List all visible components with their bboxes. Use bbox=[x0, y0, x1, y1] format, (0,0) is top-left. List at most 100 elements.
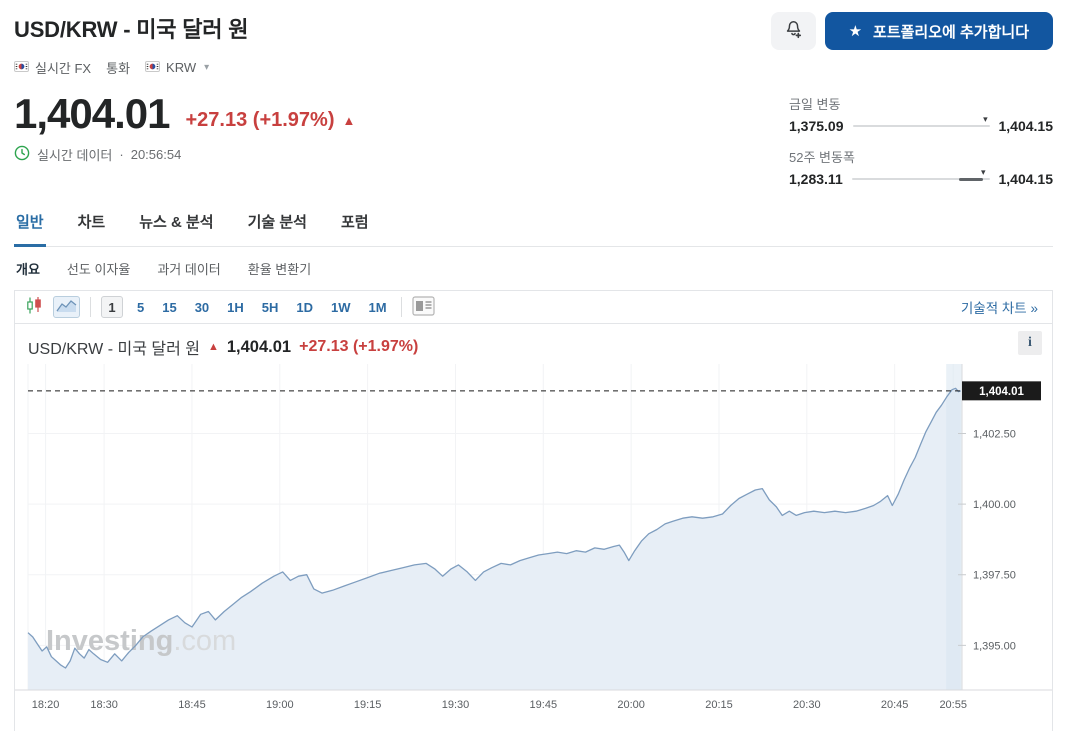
current-price-badge-label: 1,404.01 bbox=[979, 386, 1024, 398]
korea-flag-icon bbox=[14, 60, 29, 75]
week52-range-marker: ▾ bbox=[981, 167, 986, 177]
tab-chart[interactable]: 차트 bbox=[77, 214, 106, 231]
chart-canvas: Investing.com 1,395.00 1,397.50 1,400.00 1,4… bbox=[15, 364, 1052, 711]
svg-text:18:20: 18:20 bbox=[32, 699, 60, 711]
tab-news-analysis[interactable]: 뉴스 & 분석 bbox=[139, 214, 214, 231]
price-change: +27.13 (+1.97%) ▲ bbox=[186, 109, 356, 134]
price-change-value: +27.13 (+1.97%) bbox=[185, 108, 335, 131]
current-price: 1,404.01 bbox=[14, 90, 170, 137]
page-title: USD/KRW - 미국 달러 원 bbox=[14, 17, 249, 42]
news-layout-button[interactable] bbox=[412, 295, 435, 319]
toolbar-divider bbox=[400, 297, 402, 317]
candlestick-icon bbox=[25, 296, 43, 318]
add-to-portfolio-button[interactable]: ★ 포트폴리오에 추가합니다 bbox=[824, 12, 1053, 50]
interval-button-1m[interactable]: 1M bbox=[365, 300, 391, 315]
breadcrumb-label-krw: KRW bbox=[166, 60, 197, 75]
current-price-badge bbox=[962, 381, 1041, 401]
bell-plus-icon bbox=[783, 19, 804, 43]
separator-dot: · bbox=[119, 146, 124, 162]
svg-text:1,402.50: 1,402.50 bbox=[973, 428, 1016, 440]
svg-text:1,400.00: 1,400.00 bbox=[973, 499, 1016, 511]
candlestick-chart-button[interactable] bbox=[25, 296, 43, 318]
chart-area bbox=[28, 388, 961, 690]
chart-title: USD/KRW - 미국 달러 원 bbox=[28, 341, 200, 358]
interval-button-5[interactable]: 5 bbox=[133, 300, 148, 315]
svg-text:1,395.00: 1,395.00 bbox=[973, 640, 1016, 652]
current-bar-highlight bbox=[946, 364, 962, 690]
svg-text:19:45: 19:45 bbox=[530, 699, 558, 711]
svg-text:20:15: 20:15 bbox=[705, 699, 733, 711]
info-button[interactable]: i bbox=[1018, 331, 1042, 355]
area-chart-button[interactable] bbox=[53, 296, 80, 318]
investing-watermark: Investing.com bbox=[46, 625, 236, 657]
tab-general[interactable]: 일반 bbox=[14, 207, 46, 247]
korea-flag-icon bbox=[145, 60, 161, 75]
subtab-overview[interactable]: 개요 bbox=[16, 262, 40, 277]
week52-range-track: ▾ bbox=[851, 167, 990, 181]
add-to-portfolio-label: 포트폴리오에 추가합니다 bbox=[873, 23, 1029, 41]
interval-button-1[interactable]: 1 bbox=[101, 296, 123, 318]
interval-button-30[interactable]: 30 bbox=[191, 300, 213, 315]
price-chart[interactable]: Investing.com 1,395.00 1,397.50 1,400.00 1,4… bbox=[15, 364, 1052, 731]
chart-price: 1,404.01 bbox=[226, 337, 292, 356]
star-icon: ★ bbox=[848, 22, 863, 40]
realtime-label: 실시간 데이터 bbox=[37, 147, 113, 163]
week52-range-high: 1,404.15 bbox=[998, 171, 1054, 187]
day-range-high: 1,404.15 bbox=[998, 118, 1054, 134]
main-tabs: 일반 차트 뉴스 & 분석 기술 분석 포럼 bbox=[14, 207, 1053, 247]
toolbar-divider bbox=[90, 297, 91, 317]
interval-button-1d[interactable]: 1D bbox=[292, 300, 317, 315]
interval-button-5h[interactable]: 5H bbox=[258, 300, 283, 315]
breadcrumb-label-realtime-fx: 실시간 FX bbox=[35, 61, 92, 76]
breadcrumb-realtime-fx[interactable]: 실시간 FX bbox=[14, 58, 91, 77]
day-range-track: ▾ bbox=[852, 114, 990, 127]
day-range-marker: ▾ bbox=[983, 114, 988, 124]
chart-change: +27.13 (+1.97%) bbox=[299, 338, 419, 355]
week52-range-low: 1,283.11 bbox=[789, 171, 843, 187]
svg-text:20:30: 20:30 bbox=[793, 699, 821, 711]
clock-icon bbox=[14, 145, 30, 164]
breadcrumb: 실시간 FX 통화 KRW ▾ bbox=[14, 58, 1053, 77]
breadcrumb-label-currency: 통화 bbox=[106, 61, 131, 76]
y-axis-labels: 1,395.00 1,397.50 1,400.00 1,402.50 bbox=[958, 428, 1016, 652]
breadcrumb-krw-dropdown[interactable]: KRW ▾ bbox=[145, 60, 209, 75]
day-range: 금일 변동 1,375.09 ▾ 1,404.15 bbox=[789, 94, 1053, 134]
svg-text:18:45: 18:45 bbox=[178, 699, 206, 711]
chart-toolbar: 1 5 15 30 1H 5H 1D 1W 1M 기술적 차트 » bbox=[15, 291, 1052, 324]
chart-line bbox=[27, 387, 962, 669]
create-alert-button[interactable] bbox=[770, 12, 816, 50]
day-range-label: 금일 변동 bbox=[789, 97, 841, 112]
chevron-down-icon: ▾ bbox=[204, 62, 210, 73]
svg-text:19:30: 19:30 bbox=[442, 699, 470, 711]
chart-title-row: USD/KRW - 미국 달러 원 ▲ 1,404.01 +27.13 (+1.… bbox=[15, 324, 1052, 364]
subtab-forward-rates[interactable]: 선도 이자율 bbox=[66, 262, 131, 277]
svg-text:1,397.50: 1,397.50 bbox=[973, 570, 1016, 582]
svg-text:20:00: 20:00 bbox=[617, 699, 645, 711]
week52-range-segment bbox=[959, 177, 984, 181]
svg-text:20:55: 20:55 bbox=[939, 699, 967, 711]
realtime-status: 실시간 데이터 · 20:56:54 bbox=[14, 145, 355, 164]
technical-chart-link[interactable]: 기술적 차트 » bbox=[960, 301, 1038, 316]
area-chart-icon bbox=[56, 299, 77, 316]
interval-button-1w[interactable]: 1W bbox=[327, 300, 355, 315]
svg-text:19:00: 19:00 bbox=[266, 699, 294, 711]
sub-tabs: 개요 선도 이자율 과거 데이터 환율 변환기 bbox=[0, 247, 1067, 288]
up-arrow-icon: ▲ bbox=[207, 341, 219, 353]
range-panel: 금일 변동 1,375.09 ▾ 1,404.15 52주 변동폭 1,283.… bbox=[789, 94, 1053, 187]
tab-technical[interactable]: 기술 분석 bbox=[247, 214, 307, 231]
svg-text:18:30: 18:30 bbox=[90, 699, 118, 711]
up-arrow-icon: ▲ bbox=[342, 112, 356, 128]
chart-widget: 1 5 15 30 1H 5H 1D 1W 1M 기술적 차트 » bbox=[14, 290, 1053, 731]
breadcrumb-currency[interactable]: 통화 bbox=[106, 58, 130, 77]
week52-range: 52주 변동폭 1,283.11 ▾ 1,404.15 bbox=[789, 147, 1053, 187]
interval-button-1h[interactable]: 1H bbox=[223, 300, 248, 315]
subtab-currency-converter[interactable]: 환율 변환기 bbox=[247, 262, 312, 277]
interval-button-15[interactable]: 15 bbox=[158, 300, 180, 315]
tab-forum[interactable]: 포럼 bbox=[340, 214, 369, 231]
day-range-low: 1,375.09 bbox=[789, 118, 844, 134]
subtab-historical-data[interactable]: 과거 데이터 bbox=[157, 262, 221, 277]
header: USD/KRW - 미국 달러 원 ★ 포트폴리오에 추가합니다 bbox=[0, 0, 1067, 187]
week52-range-label: 52주 변동폭 bbox=[789, 150, 855, 165]
svg-text:20:45: 20:45 bbox=[881, 699, 909, 711]
